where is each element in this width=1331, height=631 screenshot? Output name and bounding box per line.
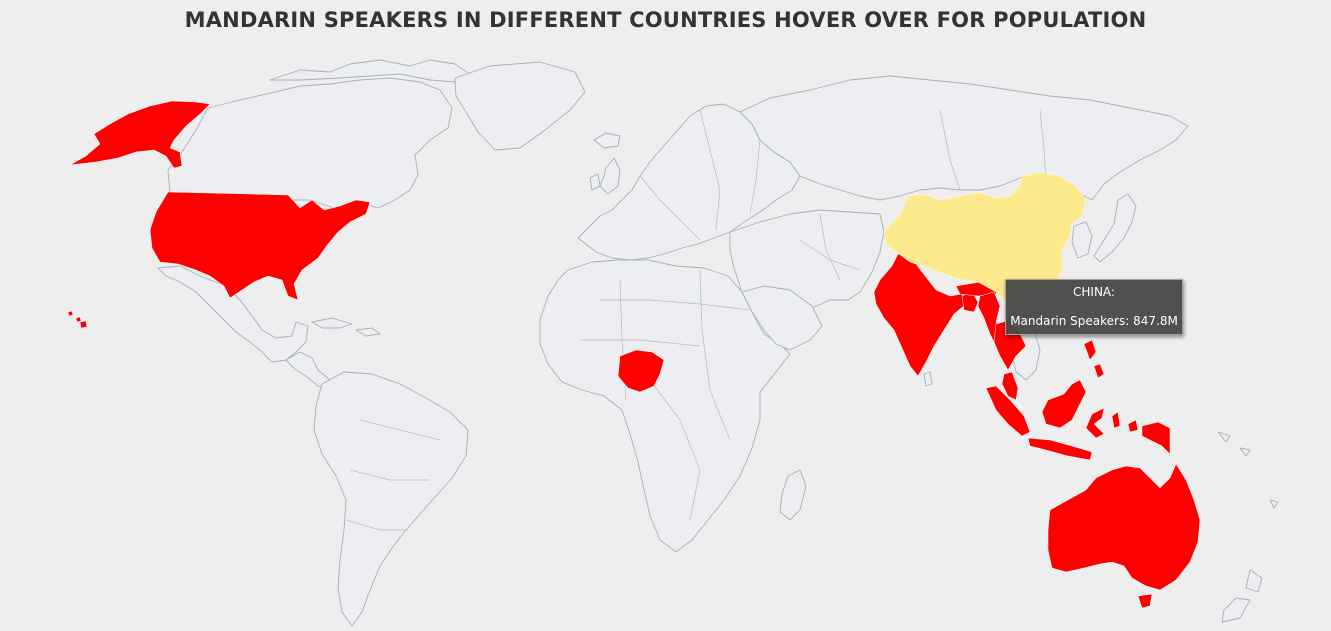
- country-canada[interactable]: [167, 77, 453, 211]
- map-title: MANDARIN SPEAKERS IN DIFFERENT COUNTRIES…: [184, 8, 1147, 32]
- pacific-islands: [1217, 431, 1279, 509]
- country-usa[interactable]: [149, 191, 371, 301]
- tooltip-value: 847.8M: [1133, 314, 1178, 328]
- map-tooltip: CHINA: Mandarin Speakers: 847.8M: [1005, 279, 1183, 335]
- country-australia-tasmania[interactable]: [1137, 593, 1153, 609]
- country-china[interactable]: [883, 171, 1087, 301]
- highlighted-countries: [67, 100, 1201, 609]
- base-land: [157, 59, 1279, 627]
- country-malaysia[interactable]: [1001, 371, 1019, 401]
- country-iceland[interactable]: [593, 132, 621, 149]
- internal-borders: [345, 109, 1047, 531]
- country-sri-lanka[interactable]: [923, 371, 933, 387]
- country-russia[interactable]: [739, 75, 1189, 201]
- country-korea[interactable]: [1071, 221, 1093, 259]
- tooltip-row: Mandarin Speakers: 847.8M: [1006, 314, 1182, 329]
- country-nigeria[interactable]: [617, 349, 665, 393]
- country-papua[interactable]: [1141, 421, 1171, 455]
- tooltip-country-name: CHINA:: [1073, 285, 1115, 299]
- country-japan[interactable]: [1093, 193, 1137, 263]
- country-madagascar[interactable]: [779, 469, 807, 521]
- south-america[interactable]: [313, 371, 469, 627]
- country-mexico[interactable]: [157, 265, 309, 363]
- caribbean-islands: [311, 317, 381, 337]
- country-philippines[interactable]: [1083, 339, 1105, 379]
- arctic-islands: [269, 59, 471, 83]
- country-uk[interactable]: [599, 157, 621, 195]
- country-indonesia-moluccas[interactable]: [1111, 411, 1139, 433]
- country-australia[interactable]: [1047, 463, 1201, 591]
- central-america: [285, 351, 331, 389]
- country-indonesia-sulawesi[interactable]: [1085, 407, 1105, 439]
- country-borneo[interactable]: [1041, 379, 1087, 429]
- country-ireland[interactable]: [589, 173, 601, 191]
- country-indonesia-java[interactable]: [1027, 437, 1093, 461]
- country-new-zealand[interactable]: [1221, 569, 1263, 623]
- africa[interactable]: [539, 259, 791, 553]
- country-usa-hawaii[interactable]: [67, 310, 88, 329]
- country-greenland[interactable]: [454, 61, 586, 151]
- country-indonesia-sumatra[interactable]: [985, 385, 1031, 437]
- country-usa-alaska[interactable]: [69, 100, 211, 169]
- tooltip-label: Mandarin Speakers:: [1010, 314, 1130, 328]
- arabian-peninsula[interactable]: [741, 285, 823, 351]
